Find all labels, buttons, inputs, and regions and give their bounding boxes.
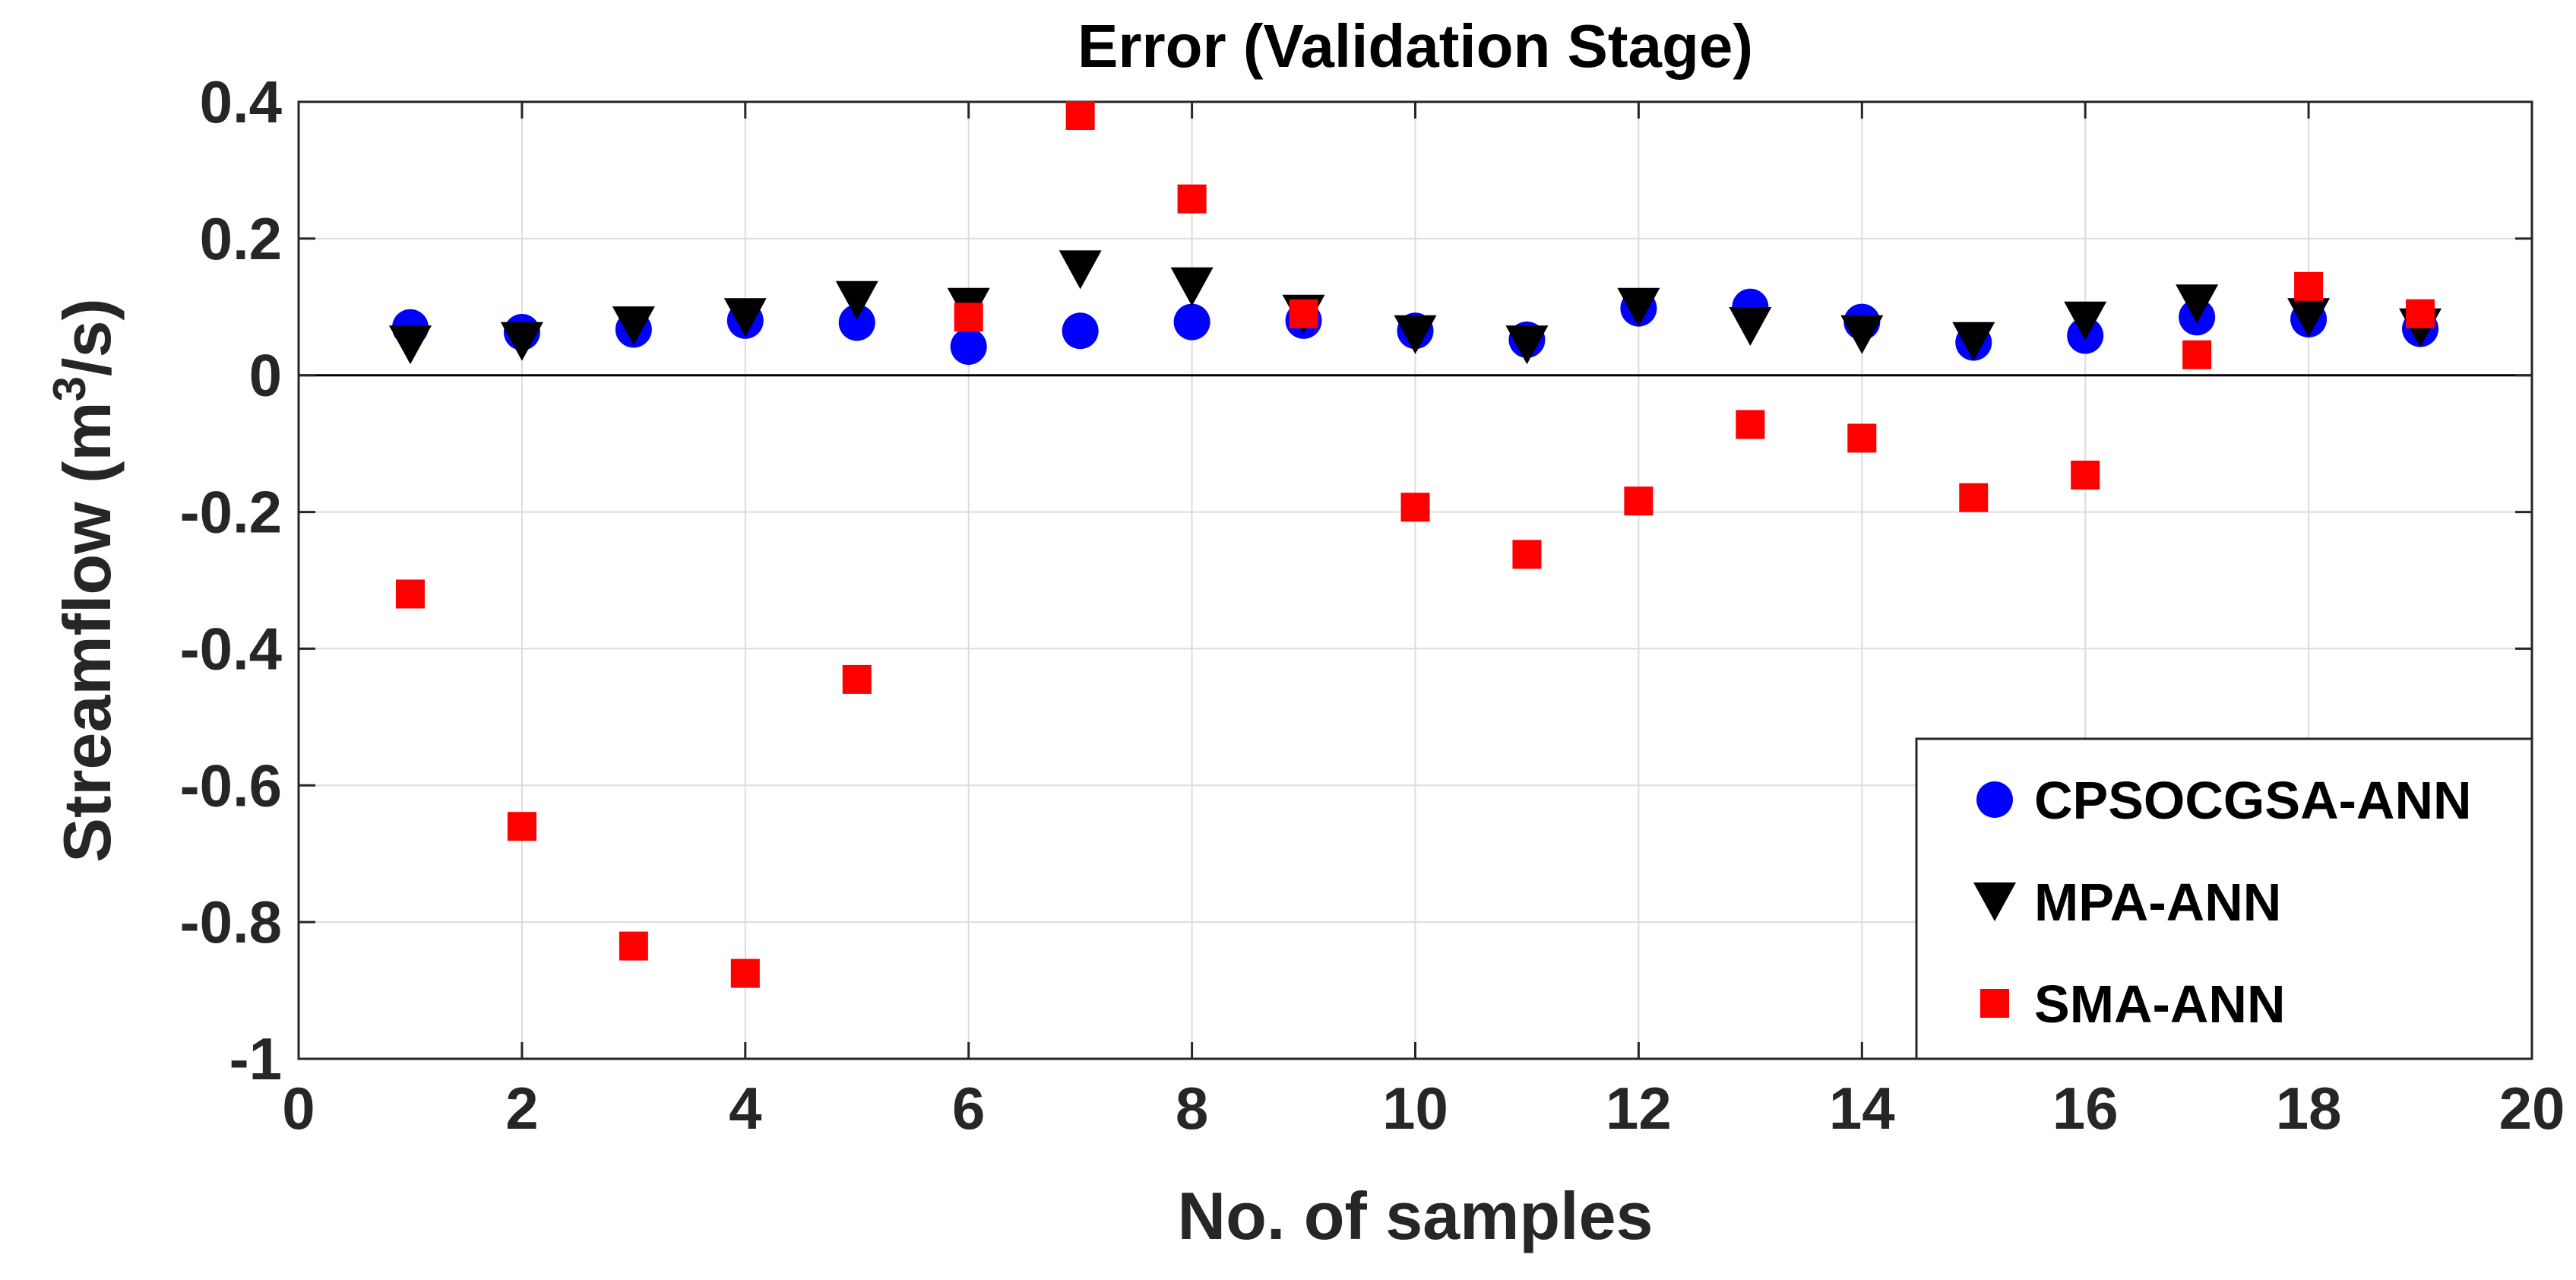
sma-ann-point: [954, 303, 983, 332]
sma-ann-point: [619, 931, 648, 961]
data-marks: [388, 100, 2442, 988]
y-axis-label-main: Streamflow (m: [49, 401, 125, 862]
sma-ann-point: [2294, 271, 2324, 301]
y-tick-label: -1: [229, 1025, 282, 1092]
x-tick-label: 14: [1829, 1075, 1895, 1142]
mpa-ann-point: [1059, 250, 1102, 290]
sma-ann-point: [842, 664, 872, 694]
cpsocgsa-ann-point: [1062, 312, 1099, 350]
y-tick-label: -0.2: [180, 479, 282, 546]
sma-ann-point: [2406, 299, 2435, 328]
y-tick-label: 0.4: [200, 68, 282, 135]
y-axis-label-tail: /s): [49, 298, 125, 376]
x-tick-label: 4: [729, 1075, 761, 1142]
y-axis-label: Streamflow (m3/s): [44, 298, 125, 862]
sma-ann-point: [1624, 486, 1654, 516]
y-tick-label: -0.4: [180, 615, 282, 682]
x-tick-label: 20: [2499, 1075, 2565, 1142]
legend-label-cpsocgsa-ann: CPSOCGSA-ANN: [2034, 771, 2472, 830]
axis-ticks: 0 2 4 6 8 10 12 14 16 18 20 0.4 0.2 0 -0.2 -0.4 -0.6 -0.8…: [180, 68, 2565, 1142]
mpa-ann-point: [2176, 284, 2219, 324]
sma-ann-point: [1959, 483, 1989, 512]
x-tick-label: 10: [1382, 1075, 1448, 1142]
chart-title: Error (Validation Stage): [1078, 12, 1753, 80]
sma-ann-point: [2182, 340, 2212, 369]
y-axis-label-superscript: 3: [44, 376, 95, 401]
mpa-ann-point: [1952, 322, 1995, 361]
x-tick-label: 0: [282, 1075, 315, 1142]
sma-ann-point: [730, 958, 760, 988]
legend-marker-cpsocgsa-ann: [1976, 781, 2013, 818]
sma-ann-point: [1400, 493, 1430, 522]
sma-ann-point: [507, 812, 536, 841]
legend-marker-mpa-ann: [1973, 882, 2016, 921]
x-tick-label: 16: [2052, 1075, 2119, 1142]
y-tick-label: 0.2: [200, 205, 282, 272]
legend-marker-sma-ann: [1980, 989, 2009, 1018]
mpa-ann-point: [835, 280, 878, 320]
mpa-ann-point: [1840, 315, 1884, 354]
mpa-ann-point: [1617, 287, 1660, 327]
mpa-ann-point: [2287, 298, 2331, 337]
mpa-ann-point: [612, 306, 655, 346]
legend-box: [1915, 737, 2533, 1060]
cpsocgsa-ann-point: [950, 328, 987, 365]
x-axis-label: No. of samples: [1178, 1178, 1654, 1253]
sma-ann-point: [1847, 423, 1877, 453]
x-tick-label: 8: [1176, 1075, 1208, 1142]
y-tick-label: 0: [249, 342, 282, 409]
x-tick-label: 18: [2276, 1075, 2342, 1142]
y-tick-label: -0.8: [180, 889, 282, 955]
sma-ann-point: [395, 579, 425, 609]
sma-ann-point: [2071, 461, 2100, 490]
sma-ann-point: [1736, 410, 1765, 439]
mpa-ann-point: [2064, 301, 2107, 341]
y-tick-label: -0.6: [180, 752, 282, 819]
legend-label-sma-ann: SMA-ANN: [2034, 974, 2286, 1034]
sma-ann-point: [1177, 184, 1207, 214]
cpsocgsa-ann-point: [1173, 303, 1210, 341]
cpsocgsa-ann-point: [838, 304, 875, 341]
legend-label-mpa-ann: MPA-ANN: [2034, 873, 2281, 932]
mpa-ann-point: [1394, 315, 1437, 354]
mpa-ann-point: [1729, 306, 1772, 346]
x-tick-label: 6: [952, 1075, 985, 1142]
x-tick-label: 12: [1606, 1075, 1672, 1142]
mpa-ann-point: [500, 322, 543, 361]
sma-ann-point: [1289, 299, 1318, 328]
mpa-ann-point: [723, 298, 767, 337]
mpa-ann-point: [388, 325, 432, 365]
sma-ann-point: [1512, 540, 1542, 569]
sma-ann-point: [1065, 100, 1095, 130]
mpa-ann-point: [1505, 325, 1549, 365]
x-tick-label: 2: [505, 1075, 538, 1142]
mpa-ann-point: [1170, 267, 1214, 306]
legend: CPSOCGSA-ANN MPA-ANN SMA-ANN: [1915, 737, 2533, 1060]
